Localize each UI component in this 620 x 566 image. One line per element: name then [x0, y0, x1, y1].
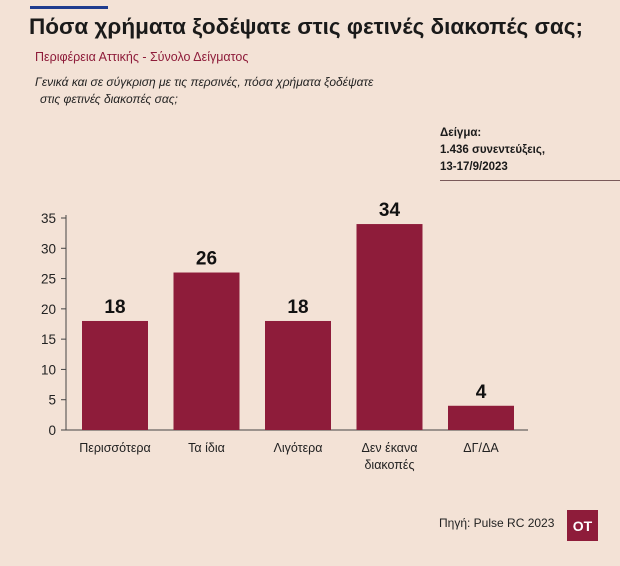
data-label: 18: [287, 297, 308, 318]
bar: [82, 320, 148, 430]
sample-size: 1.436 συνεντεύξεις,: [440, 144, 546, 156]
y-tick-label: 35: [41, 211, 56, 226]
x-tick-label: Τα ίδια: [188, 441, 225, 455]
data-label: 18: [104, 297, 125, 318]
ot-logo: ΟΤ: [567, 510, 598, 541]
chart-subtitle: Περιφέρεια Αττικής - Σύνολο Δείγματος: [35, 50, 249, 64]
y-tick-label: 30: [41, 241, 56, 256]
y-tick-label: 25: [41, 272, 56, 287]
survey-question-line-1: Γενικά και σε σύγκριση με τις περσινές, …: [35, 75, 374, 89]
sample-divider: [440, 180, 620, 181]
chart-title: Πόσα χρήματα ξοδέψατε στις φετινές διακο…: [29, 14, 583, 39]
x-axis-labels: Περισσότερα Τα ίδια Λιγότερα Δεν έκανα διακο…: [79, 441, 499, 472]
x-tick-label: ΔΓ/ΔΑ: [463, 441, 499, 455]
source-note: Πηγή: Pulse RC 2023: [439, 516, 555, 530]
data-label: 4: [476, 382, 487, 403]
x-tick-label: Περισσότερα: [79, 441, 151, 455]
survey-question: Γενικά και σε σύγκριση με τις περσινές, …: [35, 74, 465, 108]
x-tick-label: Δεν έκανα: [361, 441, 417, 455]
top-accent-rule: [30, 6, 108, 9]
y-tick-label: 5: [48, 393, 56, 408]
x-tick-label: διακοπές: [364, 458, 414, 472]
y-tick-label: 20: [41, 302, 56, 317]
data-label: 34: [379, 200, 401, 221]
y-tick-label: 0: [48, 423, 56, 438]
sample-info: Δείγμα: 1.436 συνεντεύξεις, 13-17/9/2023: [440, 125, 615, 176]
y-tick-label: 15: [41, 332, 56, 347]
data-label: 26: [196, 249, 217, 270]
bar: [265, 320, 331, 430]
x-tick-label: Λιγότερα: [274, 441, 323, 455]
sample-dates: 13-17/9/2023: [440, 161, 508, 173]
bar: [448, 405, 514, 430]
bar: [356, 224, 423, 430]
bars: 18 26 18 34 4: [82, 200, 514, 430]
y-tick-label: 10: [41, 362, 56, 377]
bar: [173, 272, 240, 430]
survey-question-line-2: στις φετινές διακοπές σας;: [40, 92, 178, 106]
sample-label: Δείγμα:: [440, 127, 482, 139]
